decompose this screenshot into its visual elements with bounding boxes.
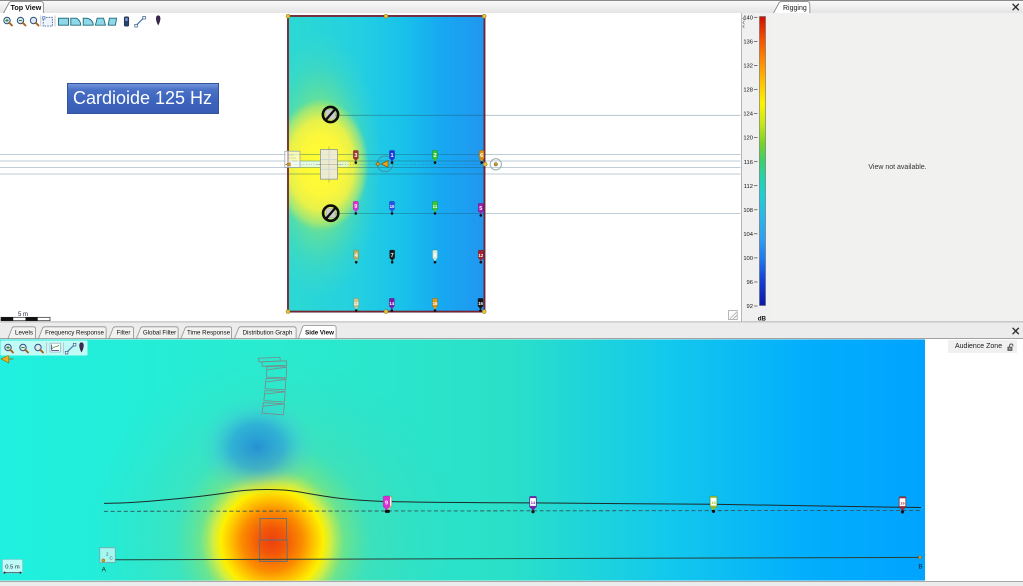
svg-text:16: 16	[478, 301, 483, 306]
svg-text:116: 116	[744, 160, 753, 166]
svg-text:dB: dB	[758, 316, 767, 323]
svg-text:2: 2	[433, 153, 436, 159]
svg-text:120: 120	[743, 136, 753, 142]
svg-text:2: 2	[106, 551, 109, 556]
svg-text:Frequency Response: Frequency Response	[45, 329, 104, 336]
svg-text:A: A	[102, 567, 107, 574]
svg-text:112: 112	[744, 184, 753, 190]
svg-text:15: 15	[433, 301, 438, 306]
svg-text:124: 124	[743, 112, 753, 118]
svg-text:140: 140	[743, 15, 753, 21]
svg-text:128: 128	[743, 88, 753, 94]
svg-text:4: 4	[355, 253, 359, 259]
svg-text:B: B	[918, 564, 922, 571]
svg-text:104: 104	[743, 232, 753, 238]
svg-text:13: 13	[354, 301, 359, 306]
svg-text:Rigging: Rigging	[783, 5, 807, 12]
svg-text:9: 9	[354, 204, 357, 210]
svg-text:Distribution Graph: Distribution Graph	[243, 329, 293, 336]
svg-text:Top View: Top View	[11, 3, 42, 12]
svg-text:5: 5	[479, 206, 482, 212]
svg-text:0.5 m: 0.5 m	[5, 564, 20, 570]
svg-text:Time Response: Time Response	[187, 329, 231, 336]
svg-text:1: 1	[390, 153, 393, 159]
svg-text:Side View: Side View	[305, 329, 334, 336]
svg-text:12: 12	[478, 253, 483, 258]
svg-text:14: 14	[389, 301, 394, 306]
svg-text:108: 108	[743, 208, 753, 214]
svg-text:9: 9	[385, 500, 388, 506]
svg-text:C: C	[110, 556, 114, 561]
svg-text:7: 7	[391, 253, 394, 259]
svg-text:132: 132	[743, 64, 753, 70]
svg-text:136: 136	[743, 40, 753, 46]
svg-text:10: 10	[390, 204, 395, 209]
svg-text:92: 92	[747, 304, 753, 310]
svg-text:Levels: Levels	[15, 329, 33, 336]
svg-text:100: 100	[743, 256, 753, 262]
svg-text:96: 96	[747, 280, 753, 286]
svg-text:3: 3	[354, 153, 357, 159]
svg-text:15: 15	[711, 500, 716, 505]
svg-text:16: 16	[900, 500, 905, 505]
svg-text:14: 14	[531, 500, 536, 505]
svg-text:6: 6	[480, 153, 483, 159]
svg-text:8: 8	[433, 253, 436, 259]
svg-text:11: 11	[433, 204, 438, 209]
svg-text:Filter: Filter	[117, 329, 131, 336]
svg-text:Global Filter: Global Filter	[143, 329, 176, 336]
svg-text:5 m: 5 m	[18, 312, 28, 318]
